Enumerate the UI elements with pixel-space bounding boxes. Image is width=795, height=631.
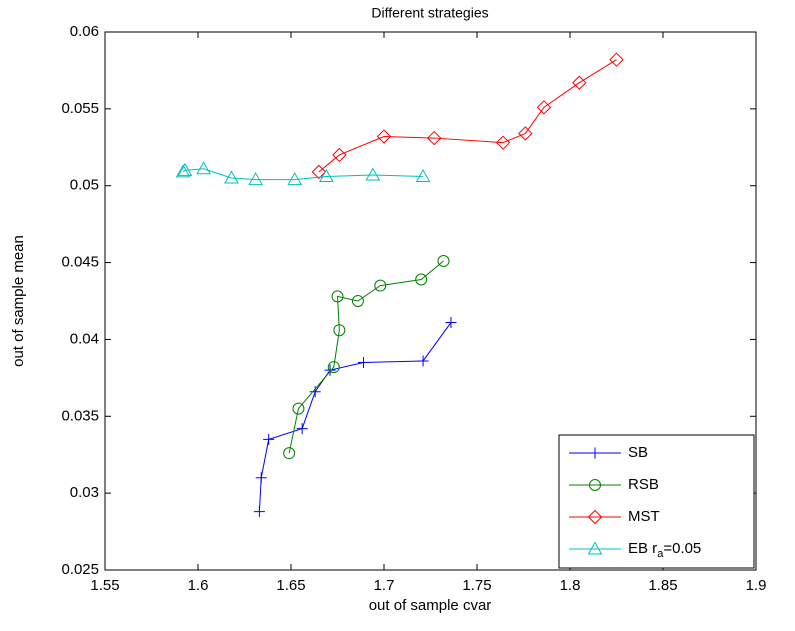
y-tick-label: 0.03 <box>70 484 99 501</box>
x-tick-label: 1.85 <box>648 577 677 594</box>
x-tick-label: 1.55 <box>90 577 119 594</box>
marker <box>351 295 364 307</box>
marker <box>287 172 303 186</box>
x-tick-label: 1.65 <box>276 577 305 594</box>
marker <box>536 100 552 115</box>
y-tick-label: 0.06 <box>70 23 99 40</box>
marker <box>332 147 347 163</box>
marker <box>333 324 346 337</box>
y-tick-label: 0.035 <box>61 407 99 424</box>
y-tick-label: 0.045 <box>61 254 99 271</box>
marker <box>518 126 533 141</box>
marker <box>175 164 191 178</box>
marker <box>376 129 392 144</box>
x-tick-label: 1.6 <box>188 577 209 594</box>
marker <box>324 364 336 376</box>
y-tick-label: 0.025 <box>61 561 99 578</box>
marker <box>263 433 275 445</box>
legend-marker <box>587 541 603 555</box>
x-tick-label: 1.8 <box>560 577 581 594</box>
marker <box>224 170 239 184</box>
marker <box>292 402 305 415</box>
chart-title: Different strategies <box>371 5 488 21</box>
marker <box>495 135 511 150</box>
marker <box>374 279 387 292</box>
marker <box>358 356 370 368</box>
x-axis-label: out of sample cvar <box>369 597 492 614</box>
marker <box>415 168 431 182</box>
marker <box>311 164 327 180</box>
legend-label: MST <box>628 508 660 525</box>
marker <box>196 161 211 175</box>
series-line <box>182 168 424 181</box>
marker <box>331 290 344 303</box>
y-tick-label: 0.05 <box>70 177 99 194</box>
legend-marker <box>589 447 601 459</box>
marker <box>318 168 334 182</box>
legend-marker <box>587 509 603 525</box>
marker <box>327 361 340 374</box>
x-tick-label: 1.75 <box>462 577 491 594</box>
legend: SB RSB MST EB ra=0.05 <box>558 434 755 569</box>
y-tick-label: 0.055 <box>61 100 99 117</box>
y-tick-label: 0.04 <box>70 330 99 347</box>
marker <box>177 162 193 176</box>
series-line <box>318 59 617 173</box>
marker <box>296 423 308 435</box>
marker <box>417 355 429 367</box>
marker <box>255 472 267 484</box>
marker <box>415 273 428 286</box>
x-tick-label: 1.9 <box>746 577 767 594</box>
marker <box>437 255 450 267</box>
marker <box>309 386 321 398</box>
marker <box>427 130 442 146</box>
legend-box <box>558 434 755 569</box>
legend-label: SB <box>628 444 648 461</box>
marker <box>283 447 296 460</box>
x-tick-label: 1.7 <box>374 577 395 594</box>
legend-label: RSB <box>628 476 659 493</box>
marker <box>609 52 624 67</box>
series-line <box>288 260 444 454</box>
marker <box>572 75 587 90</box>
marker <box>365 167 381 181</box>
marker <box>445 317 457 329</box>
marker <box>253 506 265 518</box>
y-axis-label: out of sample mean <box>10 235 27 367</box>
marker <box>248 172 264 186</box>
legend-label: EB ra=0.05 <box>628 540 701 560</box>
legend-marker <box>588 479 602 491</box>
